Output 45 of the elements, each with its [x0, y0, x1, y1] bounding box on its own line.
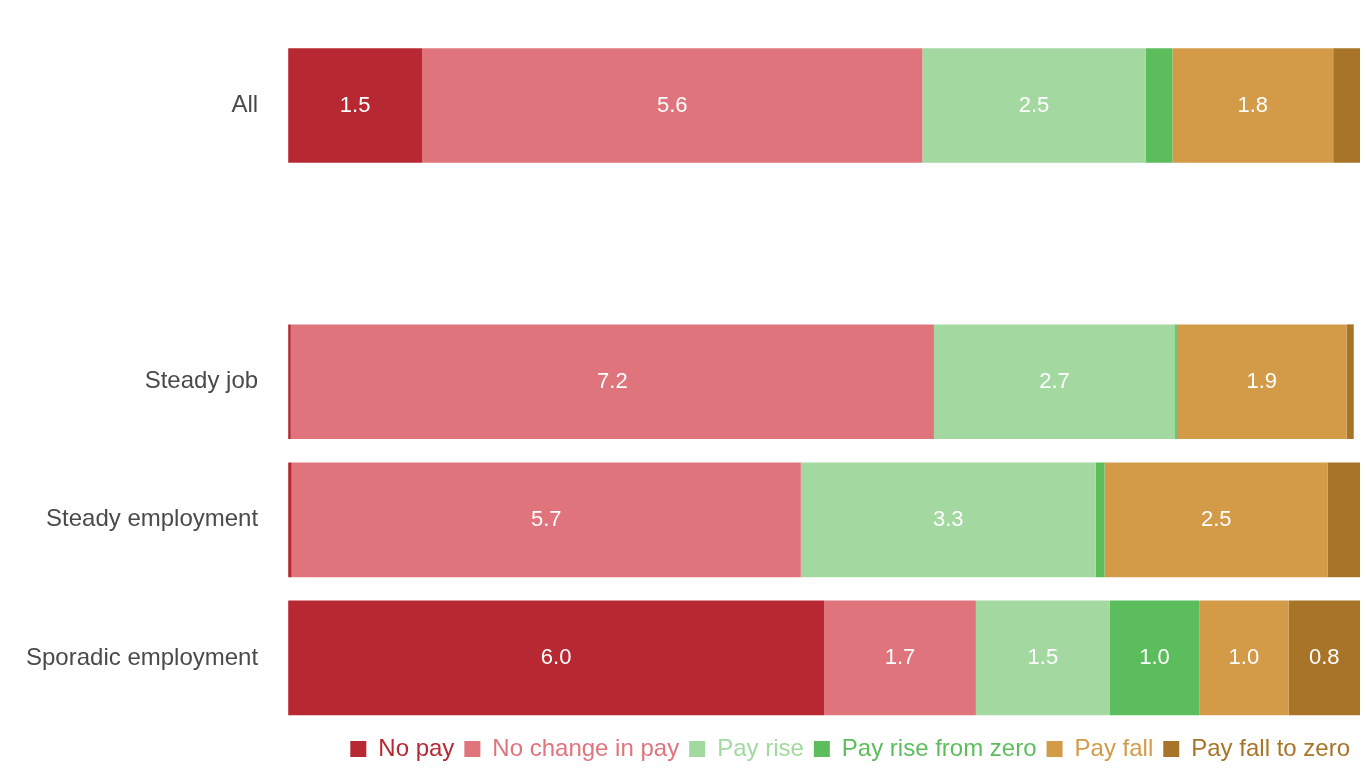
bar	[1346, 324, 1354, 440]
bar	[800, 462, 1096, 578]
bar	[824, 600, 976, 716]
bar	[422, 48, 923, 163]
data-label: 3.3	[932, 505, 964, 531]
data-label: 0.8	[1308, 644, 1340, 669]
data-label: 5.6	[656, 91, 688, 117]
legend-label: Pay fall	[1074, 733, 1154, 761]
data-label: 1.0	[1139, 644, 1170, 669]
bar	[1176, 324, 1347, 440]
legend-label: Pay rise	[717, 733, 804, 761]
data-label: 1.7	[884, 644, 916, 669]
bar	[1172, 48, 1334, 163]
bar	[1109, 600, 1200, 716]
data-label: 6.0	[540, 644, 572, 669]
bar	[1333, 48, 1360, 163]
y-tick-label: Steady job	[144, 366, 259, 394]
bar	[1095, 462, 1105, 578]
legend-label: Pay fall to zero	[1191, 733, 1351, 761]
bar	[975, 600, 1110, 716]
legend-label: No pay	[378, 733, 455, 761]
bar	[1288, 600, 1360, 716]
data-label: 7.2	[597, 367, 628, 393]
data-label: 2.5	[1018, 91, 1050, 117]
data-label: 1.5	[339, 91, 371, 117]
data-label: 5.7	[530, 505, 562, 531]
data-label: 2.7	[1039, 367, 1070, 393]
data-label: 1.9	[1246, 367, 1278, 393]
data-label: 1.0	[1228, 644, 1260, 669]
legend-label: No change in pay	[492, 733, 680, 761]
bar	[288, 600, 825, 716]
y-tick-label: Sporadic employment	[25, 642, 259, 670]
data-label: 1.5	[1027, 644, 1059, 669]
y-tick-label: All	[231, 90, 259, 118]
y-tick-label: Steady employment	[46, 504, 259, 532]
bar	[1199, 600, 1289, 716]
bar	[1145, 48, 1173, 163]
bar	[288, 48, 423, 163]
legend-label: Pay rise from zero	[841, 733, 1037, 761]
data-label: 2.5	[1200, 505, 1232, 531]
bar	[922, 48, 1146, 163]
bar	[290, 324, 934, 440]
data-label: 1.8	[1237, 91, 1269, 117]
bar	[933, 324, 1176, 440]
bar	[291, 462, 801, 578]
